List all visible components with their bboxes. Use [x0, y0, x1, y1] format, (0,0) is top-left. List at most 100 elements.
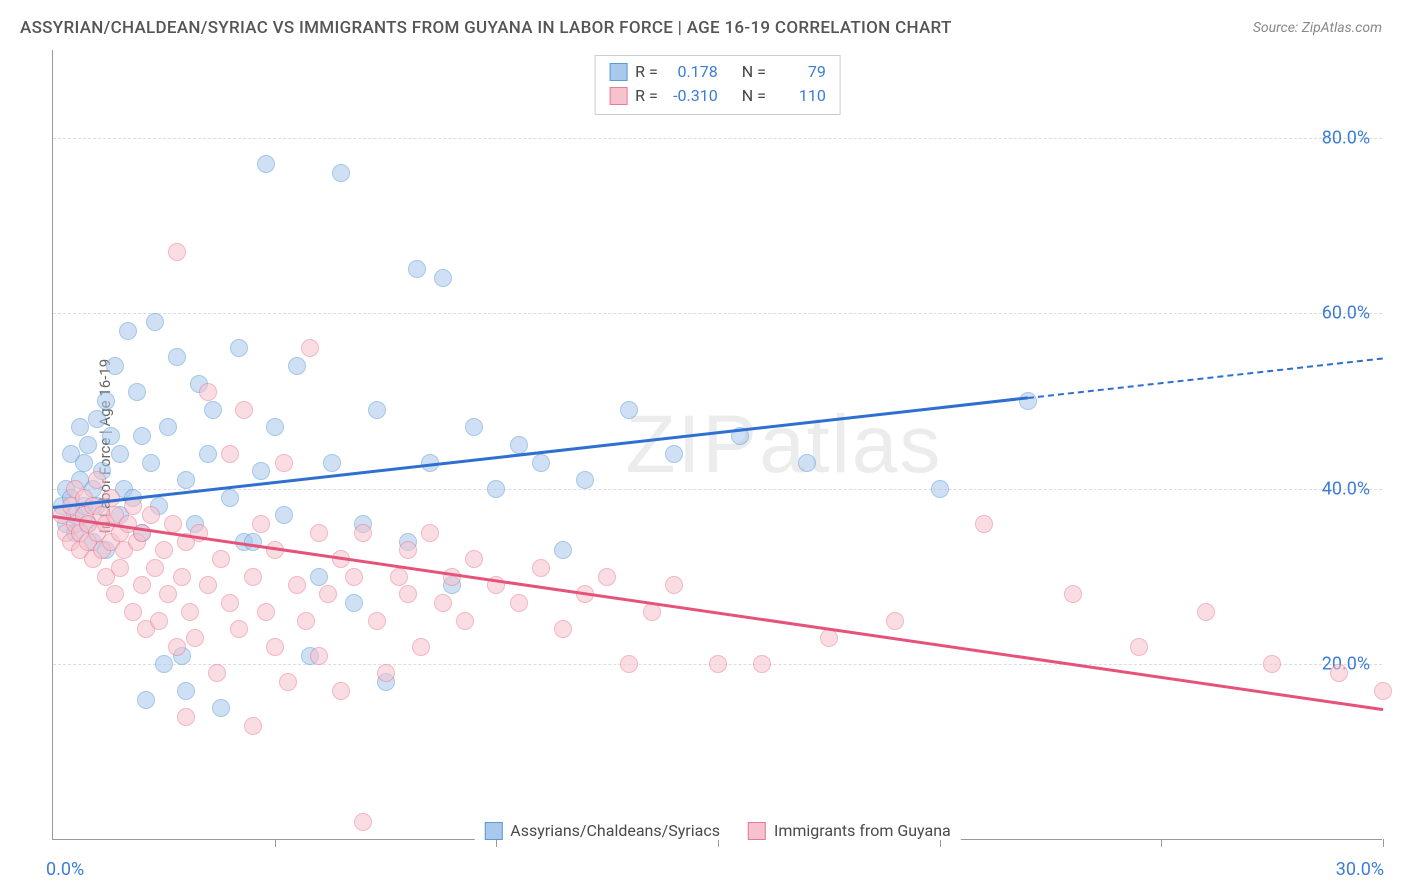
scatter-point	[212, 550, 230, 568]
scatter-point	[221, 445, 239, 463]
scatter-point	[208, 664, 226, 682]
scatter-point	[443, 568, 461, 586]
scatter-point	[128, 383, 146, 401]
scatter-point	[487, 480, 505, 498]
scatter-point	[177, 682, 195, 700]
scatter-point	[71, 418, 89, 436]
scatter-point	[368, 401, 386, 419]
scatter-point	[532, 454, 550, 472]
scatter-point	[275, 506, 293, 524]
scatter-point	[1330, 664, 1348, 682]
x-tick	[1383, 839, 1384, 847]
x-tick	[1161, 839, 1162, 847]
stats-n-value-2: 110	[774, 84, 826, 108]
x-tick	[275, 839, 276, 847]
scatter-point	[266, 638, 284, 656]
scatter-point	[510, 594, 528, 612]
x-tick	[940, 839, 941, 847]
scatter-point	[257, 155, 275, 173]
scatter-point	[465, 418, 483, 436]
x-tick	[718, 839, 719, 847]
scatter-point	[709, 655, 727, 673]
scatter-point	[199, 383, 217, 401]
scatter-point	[79, 436, 97, 454]
scatter-point	[159, 585, 177, 603]
scatter-point	[142, 454, 160, 472]
trendline	[53, 515, 1383, 711]
scatter-point	[323, 454, 341, 472]
scatter-point	[212, 699, 230, 717]
scatter-point	[332, 164, 350, 182]
x-end-label: 30.0%	[1336, 859, 1384, 880]
scatter-point	[1130, 638, 1148, 656]
scatter-point	[221, 594, 239, 612]
y-tick-label: 80.0%	[1322, 127, 1370, 148]
gridline	[53, 313, 1382, 314]
scatter-point	[1064, 585, 1082, 603]
scatter-point	[155, 655, 173, 673]
scatter-point	[576, 471, 594, 489]
scatter-point	[421, 524, 439, 542]
scatter-point	[244, 568, 262, 586]
scatter-point	[399, 541, 417, 559]
scatter-point	[377, 664, 395, 682]
scatter-point	[102, 427, 120, 445]
source-citation: Source: ZipAtlas.com	[1253, 20, 1382, 36]
scatter-point	[168, 243, 186, 261]
scatter-point	[412, 638, 430, 656]
scatter-point	[142, 506, 160, 524]
swatch-series-1	[609, 63, 627, 81]
scatter-point	[510, 436, 528, 454]
scatter-point	[301, 339, 319, 357]
scatter-point	[230, 620, 248, 638]
trendline-extrapolated	[1028, 357, 1383, 398]
scatter-point	[199, 445, 217, 463]
scatter-point	[199, 576, 217, 594]
scatter-point	[1374, 682, 1392, 700]
scatter-point	[244, 717, 262, 735]
scatter-point	[275, 454, 293, 472]
gridline	[53, 138, 1382, 139]
scatter-point	[133, 427, 151, 445]
stats-r-label: R =	[635, 60, 658, 84]
bottom-legend: Assyrians/Chaldeans/Syriacs Immigrants f…	[474, 821, 960, 840]
scatter-point	[204, 401, 222, 419]
scatter-point	[1019, 392, 1037, 410]
scatter-point	[820, 629, 838, 647]
scatter-point	[345, 568, 363, 586]
stats-n-value-1: 79	[774, 60, 826, 84]
gridline	[53, 489, 1382, 490]
scatter-point	[133, 576, 151, 594]
scatter-point	[146, 313, 164, 331]
stats-row-series-2: R = -0.310 N = 110	[609, 84, 826, 108]
scatter-point	[975, 515, 993, 533]
stats-legend-box: R = 0.178 N = 79 R = -0.310 N = 110	[594, 55, 841, 115]
scatter-point	[753, 655, 771, 673]
scatter-point	[310, 647, 328, 665]
scatter-point	[931, 480, 949, 498]
stats-r-label: R =	[635, 84, 658, 108]
scatter-point	[886, 612, 904, 630]
chart-title: ASSYRIAN/CHALDEAN/SYRIAC VS IMMIGRANTS F…	[20, 18, 952, 38]
scatter-point	[310, 568, 328, 586]
scatter-point	[88, 410, 106, 428]
scatter-point	[598, 568, 616, 586]
scatter-point	[297, 612, 315, 630]
scatter-point	[235, 401, 253, 419]
x-tick	[496, 839, 497, 847]
stats-n-label: N =	[742, 84, 766, 108]
scatter-point	[186, 629, 204, 647]
scatter-point	[164, 515, 182, 533]
scatter-point	[665, 576, 683, 594]
scatter-point	[399, 585, 417, 603]
scatter-point	[1263, 655, 1281, 673]
scatter-point	[111, 559, 129, 577]
scatter-point	[266, 418, 284, 436]
scatter-point	[288, 357, 306, 375]
swatch-series-2	[748, 822, 766, 840]
scatter-point	[111, 445, 129, 463]
scatter-point	[106, 357, 124, 375]
scatter-point	[390, 568, 408, 586]
y-tick-label: 60.0%	[1322, 303, 1370, 324]
stats-row-series-1: R = 0.178 N = 79	[609, 60, 826, 84]
